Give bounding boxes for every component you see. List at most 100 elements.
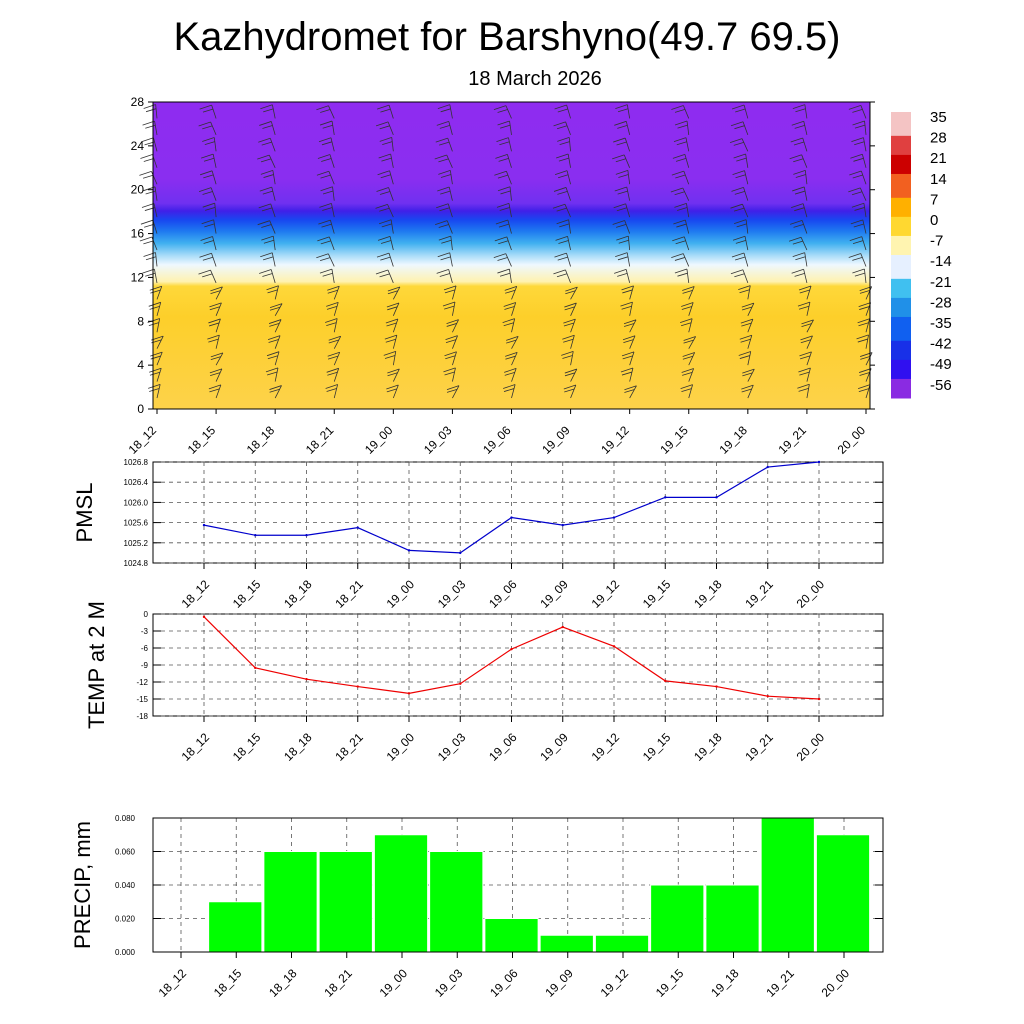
wind-barb-flag (319, 257, 331, 261)
wind-barb-shaft (806, 384, 810, 399)
wind-barb-shaft (860, 253, 867, 267)
wind-barb-flag (140, 154, 153, 159)
wind-barb-shaft (747, 302, 755, 316)
wind-barb-shaft (270, 203, 276, 218)
wind-barb-flag (375, 269, 389, 275)
wind-barb-shaft (742, 204, 749, 218)
wind-barb-shaft (214, 203, 217, 218)
wind-barb-flag (259, 186, 272, 192)
wind-barb-flag (741, 302, 754, 308)
wind-barb-shaft (802, 137, 808, 152)
wind-barb-flag (209, 388, 220, 393)
x-tick-label: 19_00 (377, 966, 411, 1000)
data-point (459, 551, 462, 555)
wind-barb-flag (552, 203, 566, 209)
wind-barb-shaft (864, 120, 867, 135)
wind-barb-shaft (860, 170, 867, 185)
wind-barb-shaft (806, 367, 811, 382)
x-tick-label: 19_12 (598, 966, 632, 1000)
wind-barb-flag (445, 339, 457, 343)
wind-barb-flag (859, 368, 872, 373)
wind-barb-shaft (806, 351, 812, 366)
wind-barb-shaft (627, 236, 631, 251)
wind-barb-flag (857, 318, 870, 324)
colorbar-segment (891, 207, 911, 213)
wind-barb-shaft (683, 236, 690, 251)
colorbar-segment (891, 388, 911, 394)
wind-barb-flag (201, 153, 214, 159)
data-point (612, 645, 616, 648)
wind-barb-flag (857, 384, 871, 390)
wind-barb-flag (386, 322, 397, 327)
series-line (203, 461, 820, 554)
wind-barb-flag (209, 306, 220, 311)
wind-barb-shaft (327, 253, 335, 267)
wind-barb-shaft (861, 154, 867, 168)
wind-barb-flag (269, 306, 281, 311)
wind-barb-flag (800, 339, 811, 344)
wind-barb-flag (740, 318, 753, 324)
wind-barb-flag (553, 187, 567, 192)
wind-barb-shaft (629, 351, 635, 366)
wind-barb-shaft (688, 352, 696, 366)
wind-barb-flag (791, 203, 804, 209)
wind-barb-shaft (331, 121, 335, 135)
wind-barb-flag (741, 322, 752, 327)
wind-barb-flag (674, 202, 687, 208)
wind-barb-flag (493, 105, 507, 110)
wind-barb-flag (207, 334, 220, 340)
wind-barb-flag (203, 157, 215, 162)
colorbar-label: 28 (930, 130, 947, 147)
colorbar-segment (891, 288, 911, 294)
wind-barb-shaft (390, 153, 394, 168)
y-tick-label: 4 (137, 358, 144, 372)
wind-barb-shaft (511, 302, 517, 316)
wind-barb-shaft (213, 137, 217, 152)
wind-barb-shaft (566, 252, 571, 267)
wind-barb-shaft (447, 138, 453, 152)
data-point (305, 534, 308, 537)
x-tick-label: 18_12 (126, 423, 160, 457)
wind-barb-flag (797, 301, 811, 307)
wind-barb-flag (379, 125, 390, 130)
wind-barb-flag (674, 191, 685, 196)
wind-barb-flag (266, 285, 279, 291)
wind-barb-flag (267, 371, 278, 376)
wind-barb-flag (677, 124, 688, 129)
y-tick-label: -9 (141, 661, 149, 670)
precip-panel: 0.000 0.020 0.040 0.060 0.080 18_12 18_15 18_18… (70, 814, 884, 1000)
wind-barb-flag (436, 120, 449, 126)
data-point (254, 534, 257, 537)
data-point (561, 523, 564, 527)
plot-frame (152, 613, 884, 717)
wind-barb-shaft (328, 171, 335, 185)
wind-barb-flag (269, 322, 280, 327)
wind-barb-flag (326, 388, 337, 392)
wind-barb-shaft (156, 286, 163, 300)
wind-barb-flag (202, 125, 213, 130)
colorbar-segment (891, 274, 911, 280)
wind-barb-flag (497, 174, 509, 179)
wind-barb-flag (198, 269, 211, 275)
wind-barb-flag (387, 368, 400, 374)
wind-barb-shaft (328, 105, 335, 119)
wind-barb-flag (326, 322, 337, 327)
wind-barb-flag (674, 109, 686, 113)
wind-barb-shaft (747, 285, 751, 300)
x-tick-label: 19_21 (742, 577, 776, 611)
wind-barb-shaft (392, 286, 401, 300)
wind-barb-shaft (331, 269, 335, 283)
wind-barb-shaft (747, 319, 754, 333)
wind-barb-flag (497, 268, 510, 274)
colorbar-segment (891, 278, 911, 285)
wind-barb-flag (199, 170, 213, 176)
wind-barb-flag (564, 372, 576, 377)
colorbar-segment (891, 164, 911, 170)
wind-barb-flag (204, 141, 215, 146)
wind-barb-flag (269, 388, 280, 393)
wind-barb-flag (851, 191, 863, 196)
wind-barb-shaft (570, 318, 576, 333)
wind-barb-shaft (331, 203, 335, 218)
wind-barb-flag (443, 367, 456, 373)
wind-barb-flag (617, 256, 629, 261)
